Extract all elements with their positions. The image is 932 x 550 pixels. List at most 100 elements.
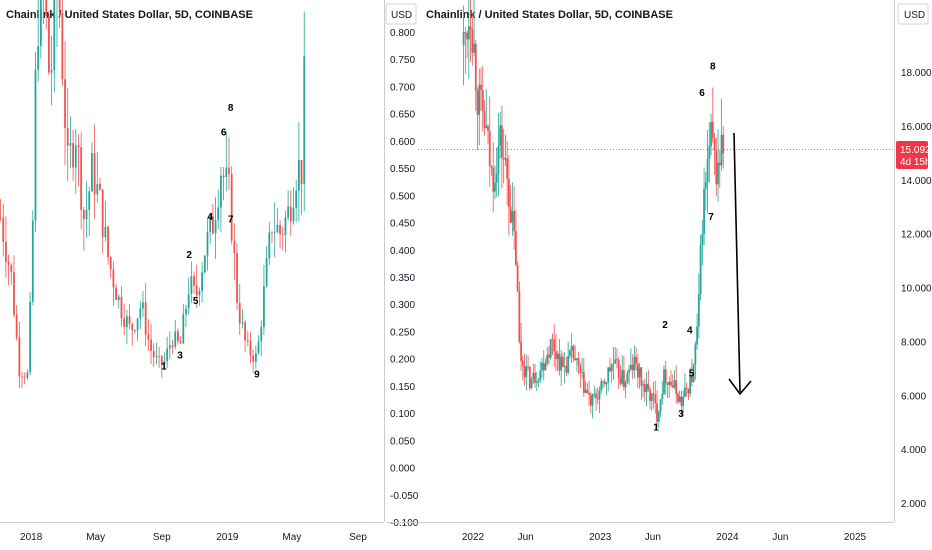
candle-body — [147, 334, 150, 340]
candle-body — [58, 0, 61, 13]
candle-body — [675, 380, 678, 394]
candle-body — [546, 354, 549, 364]
candle-body — [584, 389, 587, 393]
candle-body — [123, 318, 126, 328]
candle-body — [534, 372, 536, 383]
candle-body — [109, 257, 112, 270]
candle-body — [480, 84, 482, 90]
candle-body — [485, 125, 488, 129]
candle-body — [15, 314, 18, 338]
candle-body — [228, 167, 230, 175]
candle-body — [616, 359, 618, 361]
candle-body — [5, 241, 7, 262]
candle-body — [265, 258, 268, 287]
candle-body — [190, 276, 193, 295]
candle-body — [187, 294, 190, 309]
candle-body — [562, 356, 564, 367]
candle-body — [687, 388, 690, 394]
right-y-tick-label: 14.000 — [901, 176, 932, 187]
right-wave-label: 7 — [708, 212, 714, 223]
candle-body — [532, 372, 535, 380]
left-y-tick-label: 0.050 — [390, 436, 415, 447]
candle-body — [548, 354, 550, 358]
candle-body — [142, 302, 144, 309]
candle-body — [666, 383, 669, 385]
right-currency-button[interactable] — [897, 3, 929, 25]
candle-body — [139, 308, 142, 319]
candle-body — [706, 159, 709, 183]
left-price-axis: 0.800 0.750 0.700 0.650 0.600 0.550 0.500 0.450… — [390, 28, 419, 529]
candle-body — [697, 293, 700, 327]
candle-body — [29, 301, 32, 373]
candle-body — [297, 159, 300, 191]
candle-body — [82, 209, 85, 220]
candle-body — [661, 394, 664, 400]
right-y-tick-label: 2.000 — [901, 499, 926, 510]
left-currency-label[interactable]: USD — [391, 10, 412, 21]
right-x-tick-label: Jun — [645, 532, 661, 543]
candle-body — [506, 158, 509, 179]
candle-body — [523, 365, 526, 378]
candle-body — [198, 291, 201, 296]
candle-body — [722, 134, 725, 154]
candle-body — [287, 206, 290, 218]
candle-body — [539, 370, 542, 381]
right-y-tick-label: 12.000 — [901, 230, 932, 241]
candle-body — [568, 350, 571, 357]
left-chart-title: Chainlink / United States Dollar, 5D, CO… — [6, 9, 253, 21]
candle-body — [549, 339, 552, 358]
candle-body — [663, 369, 665, 395]
candle-body — [690, 374, 693, 383]
candle-body — [464, 32, 467, 34]
candle-body — [603, 381, 606, 385]
right-y-tick-label: 8.000 — [901, 337, 926, 348]
candle-body — [300, 159, 303, 185]
candle-body — [668, 381, 671, 385]
candle-body — [244, 322, 247, 341]
candle-body — [708, 146, 711, 160]
candle-body — [589, 394, 592, 406]
candle-body — [579, 365, 582, 374]
candle-body — [474, 43, 477, 91]
candle-body — [558, 353, 561, 371]
candle-body — [593, 393, 596, 395]
right-x-tick-label: 2025 — [844, 532, 867, 543]
countdown-label: 4d 15h — [900, 157, 931, 168]
candle-body — [246, 340, 249, 342]
candle-body — [642, 384, 644, 386]
candle-body — [260, 327, 263, 342]
candle-body — [281, 234, 284, 235]
candle-body — [276, 225, 279, 232]
left-candles — [0, 0, 306, 389]
candle-body — [649, 389, 651, 402]
left-currency-button[interactable] — [385, 3, 417, 25]
candle-body — [104, 226, 107, 238]
right-wave-label: 4 — [687, 325, 693, 336]
candle-body — [163, 361, 166, 366]
right-chart-panel: Chainlink / United States Dollar, 5D, CO… — [386, 0, 932, 543]
right-wave-labels: 1 2 3 4 5 6 7 8 — [653, 61, 716, 433]
left-y-tick-label: 0.150 — [390, 382, 415, 393]
candle-body — [673, 380, 676, 388]
candle-body — [45, 0, 48, 17]
right-candles — [462, 0, 725, 429]
candle-body — [577, 358, 580, 366]
right-currency-label[interactable]: USD — [904, 10, 925, 21]
candle-body — [701, 233, 704, 246]
candle-body — [66, 128, 69, 146]
candle-body — [614, 359, 617, 364]
right-wave-label: 5 — [689, 368, 695, 379]
candle-body — [600, 381, 603, 391]
candle-body — [537, 380, 540, 382]
candle-body — [624, 382, 627, 388]
candle-body — [225, 167, 228, 177]
candle-body — [236, 253, 238, 304]
current-price-label: 15.092 — [900, 145, 931, 156]
candle-body — [271, 232, 273, 234]
candle-body — [476, 90, 479, 115]
candle-body — [257, 341, 260, 354]
candle-body — [50, 70, 53, 73]
candle-body — [710, 122, 712, 147]
candle-body — [31, 220, 34, 302]
candle-body — [567, 356, 570, 373]
